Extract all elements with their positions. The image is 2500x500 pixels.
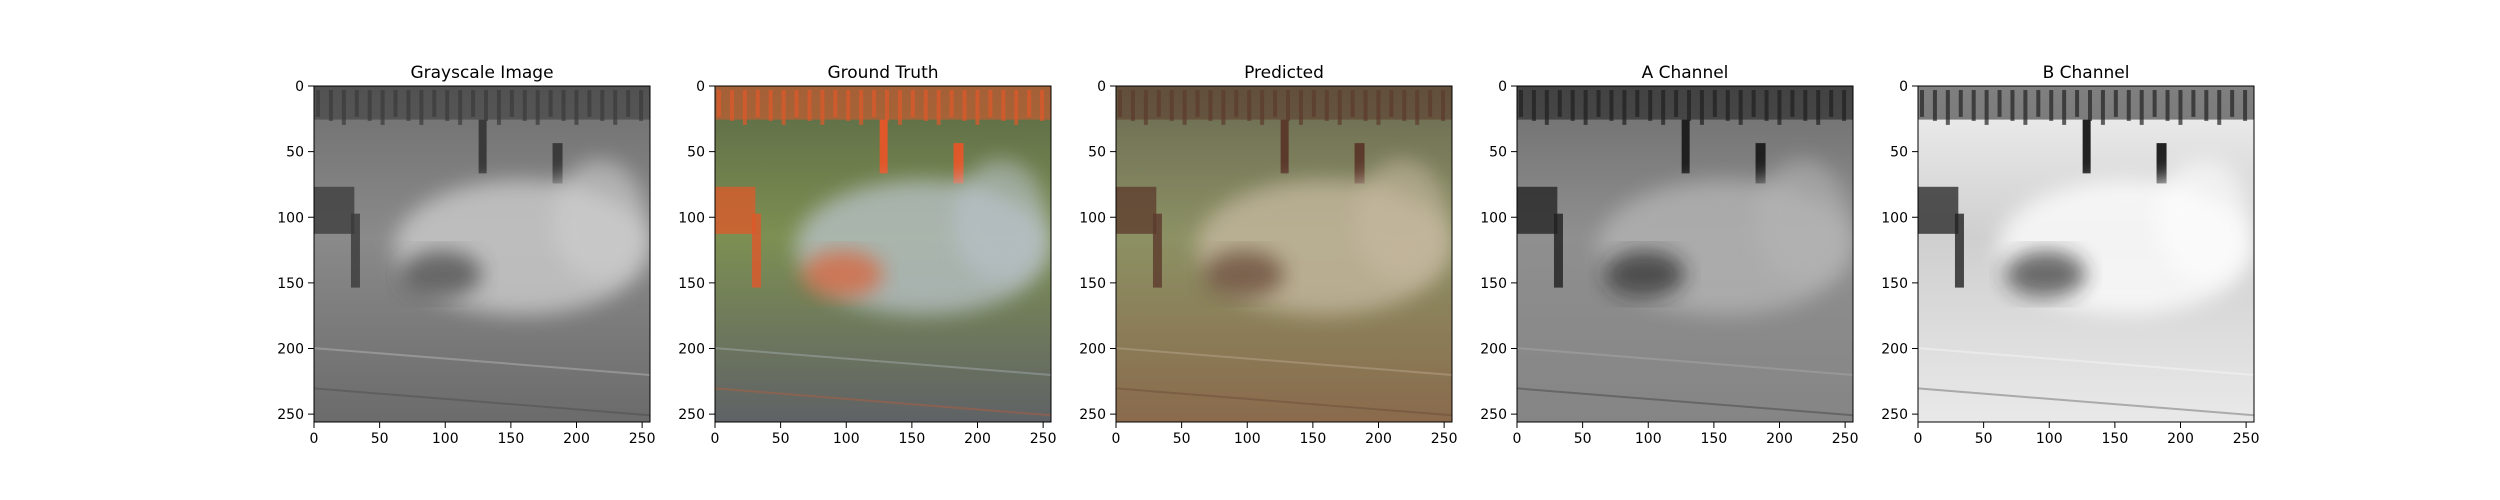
- x-tick-label: 100: [833, 431, 860, 447]
- y-tick-label: 250: [1480, 407, 1507, 423]
- y-tick-label: 150: [1079, 276, 1106, 292]
- x-tick-label: 150: [1701, 431, 1728, 447]
- y-tick-label: 0: [1899, 79, 1908, 95]
- y-tick-label: 100: [1881, 210, 1908, 226]
- x-tick-label: 100: [1635, 431, 1662, 447]
- y-tick-label: 200: [1881, 342, 1908, 358]
- axes-frame: [1115, 85, 1453, 423]
- y-tick-label: 150: [1480, 276, 1507, 292]
- y-tick-label: 150: [277, 276, 304, 292]
- x-tick-label: 200: [964, 431, 991, 447]
- axes-frame: [1516, 85, 1854, 423]
- panel-title: B Channel: [2043, 63, 2130, 83]
- x-tick-label: 200: [1766, 431, 1793, 447]
- panel-title: Ground Truth: [827, 63, 938, 83]
- y-tick-label: 200: [1079, 342, 1106, 358]
- y-tick-label: 0: [696, 79, 705, 95]
- y-tick-label: 50: [1489, 145, 1507, 161]
- y-tick-label: 0: [1498, 79, 1507, 95]
- y-tick-label: 0: [1097, 79, 1106, 95]
- x-tick-label: 250: [629, 431, 656, 447]
- y-tick-label: 250: [1079, 407, 1106, 423]
- x-tick-label: 100: [2036, 431, 2063, 447]
- panel-image: [1918, 86, 2254, 422]
- x-tick-label: 150: [1300, 431, 1327, 447]
- x-tick-label: 50: [772, 431, 790, 447]
- axes-frame: [313, 85, 651, 423]
- x-tick-label: 250: [1030, 431, 1057, 447]
- x-tick-label: 0: [711, 431, 720, 447]
- panel-image: [314, 86, 650, 422]
- panel-title: A Channel: [1642, 63, 1729, 83]
- panel-3: Predicted 0 50 100 150 200 250 0 50 100 150 200 250: [1079, 63, 1457, 447]
- x-tick-label: 100: [432, 431, 459, 447]
- x-tick-label: 50: [1975, 431, 1993, 447]
- y-tick-label: 100: [1480, 210, 1507, 226]
- x-tick-label: 100: [1234, 431, 1261, 447]
- y-tick-label: 150: [1881, 276, 1908, 292]
- y-tick-label: 250: [277, 407, 304, 423]
- x-tick-label: 250: [1431, 431, 1458, 447]
- y-tick-label: 50: [687, 145, 705, 161]
- y-tick-label: 250: [1881, 407, 1908, 423]
- x-tick-label: 250: [1832, 431, 1859, 447]
- x-tick-label: 200: [563, 431, 590, 447]
- x-tick-label: 150: [498, 431, 525, 447]
- y-tick-label: 250: [678, 407, 705, 423]
- y-tick-label: 150: [678, 276, 705, 292]
- y-tick-label: 200: [277, 342, 304, 358]
- panel-1: Grayscale Image 0 50 100 150 200 250 0 50 100 150 2…: [277, 63, 655, 447]
- y-tick-label: 100: [678, 210, 705, 226]
- y-tick-label: 100: [1079, 210, 1106, 226]
- x-tick-label: 0: [310, 431, 319, 447]
- x-tick-label: 50: [1173, 431, 1191, 447]
- x-tick-label: 50: [1574, 431, 1592, 447]
- x-tick-label: 250: [2233, 431, 2260, 447]
- y-tick-label: 0: [295, 79, 304, 95]
- y-tick-label: 100: [277, 210, 304, 226]
- x-tick-label: 200: [2167, 431, 2194, 447]
- panels: Grayscale Image 0 50 100 150 200 250 0 50 100 150 2…: [277, 63, 2259, 447]
- y-tick-label: 200: [678, 342, 705, 358]
- x-tick-label: 50: [371, 431, 389, 447]
- panel-2: Ground Truth 0 50 100 150 200 250 0 50 100 150 200 2…: [678, 63, 1056, 447]
- panel-4: A Channel 0 50 100 150 200 250 0 50 100 150 200 250: [1480, 63, 1858, 447]
- y-tick-label: 50: [1088, 145, 1106, 161]
- x-tick-label: 150: [2102, 431, 2129, 447]
- axes-frame: [714, 85, 1052, 423]
- x-tick-label: 200: [1365, 431, 1392, 447]
- panel-title: Grayscale Image: [410, 63, 553, 83]
- panel-image: [1116, 86, 1452, 422]
- x-tick-label: 0: [1112, 431, 1121, 447]
- panel-image: [715, 86, 1051, 422]
- panel-image: [1517, 86, 1853, 422]
- x-tick-label: 150: [899, 431, 926, 447]
- x-tick-label: 0: [1914, 431, 1923, 447]
- panel-title: Predicted: [1244, 63, 1324, 83]
- y-tick-label: 200: [1480, 342, 1507, 358]
- y-tick-label: 50: [1890, 145, 1908, 161]
- y-tick-label: 50: [286, 145, 304, 161]
- axes-frame: [1917, 85, 2255, 423]
- panel-5: B Channel 0 50 100 150 200 250 0 50 100 150 200 250: [1881, 63, 2259, 447]
- x-tick-label: 0: [1513, 431, 1522, 447]
